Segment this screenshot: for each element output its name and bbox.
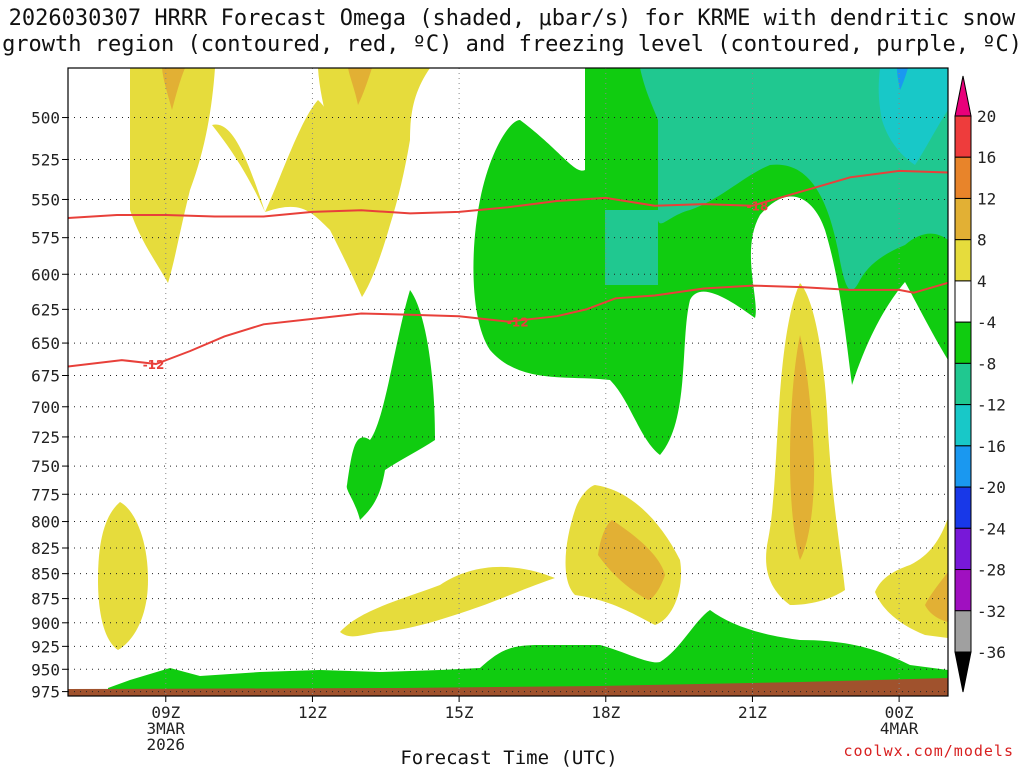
x-axis-label: Forecast Time (UTC): [400, 747, 617, 768]
colorbar-bin-0: [954, 115, 972, 158]
x-tick-label-9-0: 09Z: [151, 703, 180, 722]
contour-label-2: -18: [746, 200, 768, 214]
omega-region-rising-core-4: [790, 335, 815, 560]
colorbar-bin-12: [954, 610, 972, 653]
omega-shading: [98, 68, 948, 696]
plot-area: [68, 68, 948, 696]
colorbar-bin-5: [954, 321, 972, 364]
colorbar-bin-1: [954, 156, 972, 199]
omega-region-rising-core-2: [348, 68, 372, 105]
colorbar-label-11: -28: [977, 561, 1006, 580]
y-tick-label-525: 525: [31, 150, 60, 169]
title-line-1: 2026030307 HRRR Forecast Omega (shaded, …: [8, 6, 1016, 31]
y-tick-label-725: 725: [31, 428, 60, 447]
y-tick-label-675: 675: [31, 367, 60, 386]
colorbar-bin-6: [954, 362, 972, 406]
colorbar-label-7: -12: [977, 396, 1006, 415]
y-tick-label-700: 700: [31, 398, 60, 417]
y-tick-label-625: 625: [31, 300, 60, 319]
omega-region-sinking-tip: [897, 68, 908, 90]
title-line-2: growth region (contoured, red, ºC) and f…: [2, 32, 1022, 57]
contour-label-1: -12: [507, 316, 529, 330]
colorbar-label-1: 16: [977, 148, 996, 167]
colorbar-label-2: 12: [977, 189, 996, 208]
y-tick-label-950: 950: [31, 660, 60, 679]
colorbar-label-0: 20: [977, 107, 996, 126]
x-tick-label-24-1: 4MAR: [880, 719, 919, 738]
colorbar-label-6: -8: [977, 354, 996, 373]
colorbar-bin-9: [954, 486, 972, 529]
chart-title: 2026030307 HRRR Forecast Omega (shaded, …: [0, 6, 1024, 58]
x-tick-label-15-0: 15Z: [445, 703, 474, 722]
y-tick-label-775: 775: [31, 485, 60, 504]
y-tick-label-925: 925: [31, 637, 60, 656]
y-tick-label-650: 650: [31, 334, 60, 353]
x-tick-label-18-0: 18Z: [591, 703, 620, 722]
x-tick-label-9-1: 3MAR: [147, 719, 186, 738]
colorbar-label-10: -24: [977, 519, 1006, 538]
colorbar-bin-7: [954, 404, 972, 447]
colorbar-bottom-arrow: [954, 651, 972, 693]
colorbar-bin-10: [954, 527, 972, 571]
colorbar-bin-2: [954, 197, 972, 241]
dgz-contours: [68, 169, 948, 368]
colorbar-label-13: -36: [977, 643, 1006, 662]
y-tick-label-550: 550: [31, 190, 60, 209]
plot-frame: [67, 67, 949, 697]
colorbar-label-3: 8: [977, 231, 987, 250]
contour-line-1: [68, 169, 948, 219]
omega-region-rising-top-left: [130, 68, 215, 283]
colorbar-label-12: -32: [977, 602, 1006, 621]
colorbar-bin-8: [954, 445, 972, 488]
colorbar-top-arrow: [954, 75, 972, 117]
contour-labels: -12 -12 -18: [143, 200, 768, 372]
y-tick-label-750: 750: [31, 457, 60, 476]
y-tick-label-825: 825: [31, 539, 60, 558]
credit-label: coolwx.com/models: [843, 742, 1014, 760]
y-tick-label-975: 975: [31, 683, 60, 702]
y-tick-label-850: 850: [31, 565, 60, 584]
colorbar-bin-11: [954, 569, 972, 612]
colorbar-bin-3: [954, 239, 972, 282]
omega-region-sinking-strong: [605, 68, 948, 290]
omega-region-sinking-mid: [346, 290, 435, 520]
colorbar: 20 16 12 8 4 -4 -8 -12 -16 -20 -24 -28 -32 -36: [954, 75, 1006, 693]
omega-region-rising-core-1: [162, 68, 185, 110]
contour-line-0: [68, 281, 948, 368]
colorbar-bin-4: [954, 280, 972, 323]
omega-region-rising-top-left2: [212, 100, 367, 297]
contour-label-0: -12: [143, 358, 165, 372]
colorbar-label-5: -4: [977, 313, 996, 332]
y-tick-label-800: 800: [31, 513, 60, 532]
x-tick-label-12-0: 12Z: [298, 703, 327, 722]
x-tick-label-21-0: 21Z: [738, 703, 767, 722]
colorbar-label-9: -20: [977, 478, 1006, 497]
colorbar-label-4: 4: [977, 272, 987, 291]
y-tick-label-900: 900: [31, 614, 60, 633]
omega-region-sinking-core: [878, 68, 948, 165]
y-tick-label-600: 600: [31, 265, 60, 284]
omega-region-rising-core-3: [598, 520, 665, 600]
x-tick-label-24-0: 00Z: [885, 703, 914, 722]
omega-region-sinking-low: [108, 610, 948, 696]
x-tick-label-9-2: 2026: [147, 735, 186, 754]
y-tick-label-500: 500: [31, 109, 60, 128]
y-tick-label-575: 575: [31, 229, 60, 248]
omega-region-rising-low-band: [340, 566, 555, 637]
y-tick-label-875: 875: [31, 590, 60, 609]
omega-region-rising-core-5: [925, 572, 948, 622]
omega-region-rising-lower-left: [98, 502, 148, 650]
omega-region-rising-top-mid: [318, 68, 430, 297]
y-axis: 500 525 550 575 600 625 650 675 700 725 750 775 800 8…: [31, 109, 68, 702]
colorbar-label-8: -16: [977, 437, 1006, 456]
